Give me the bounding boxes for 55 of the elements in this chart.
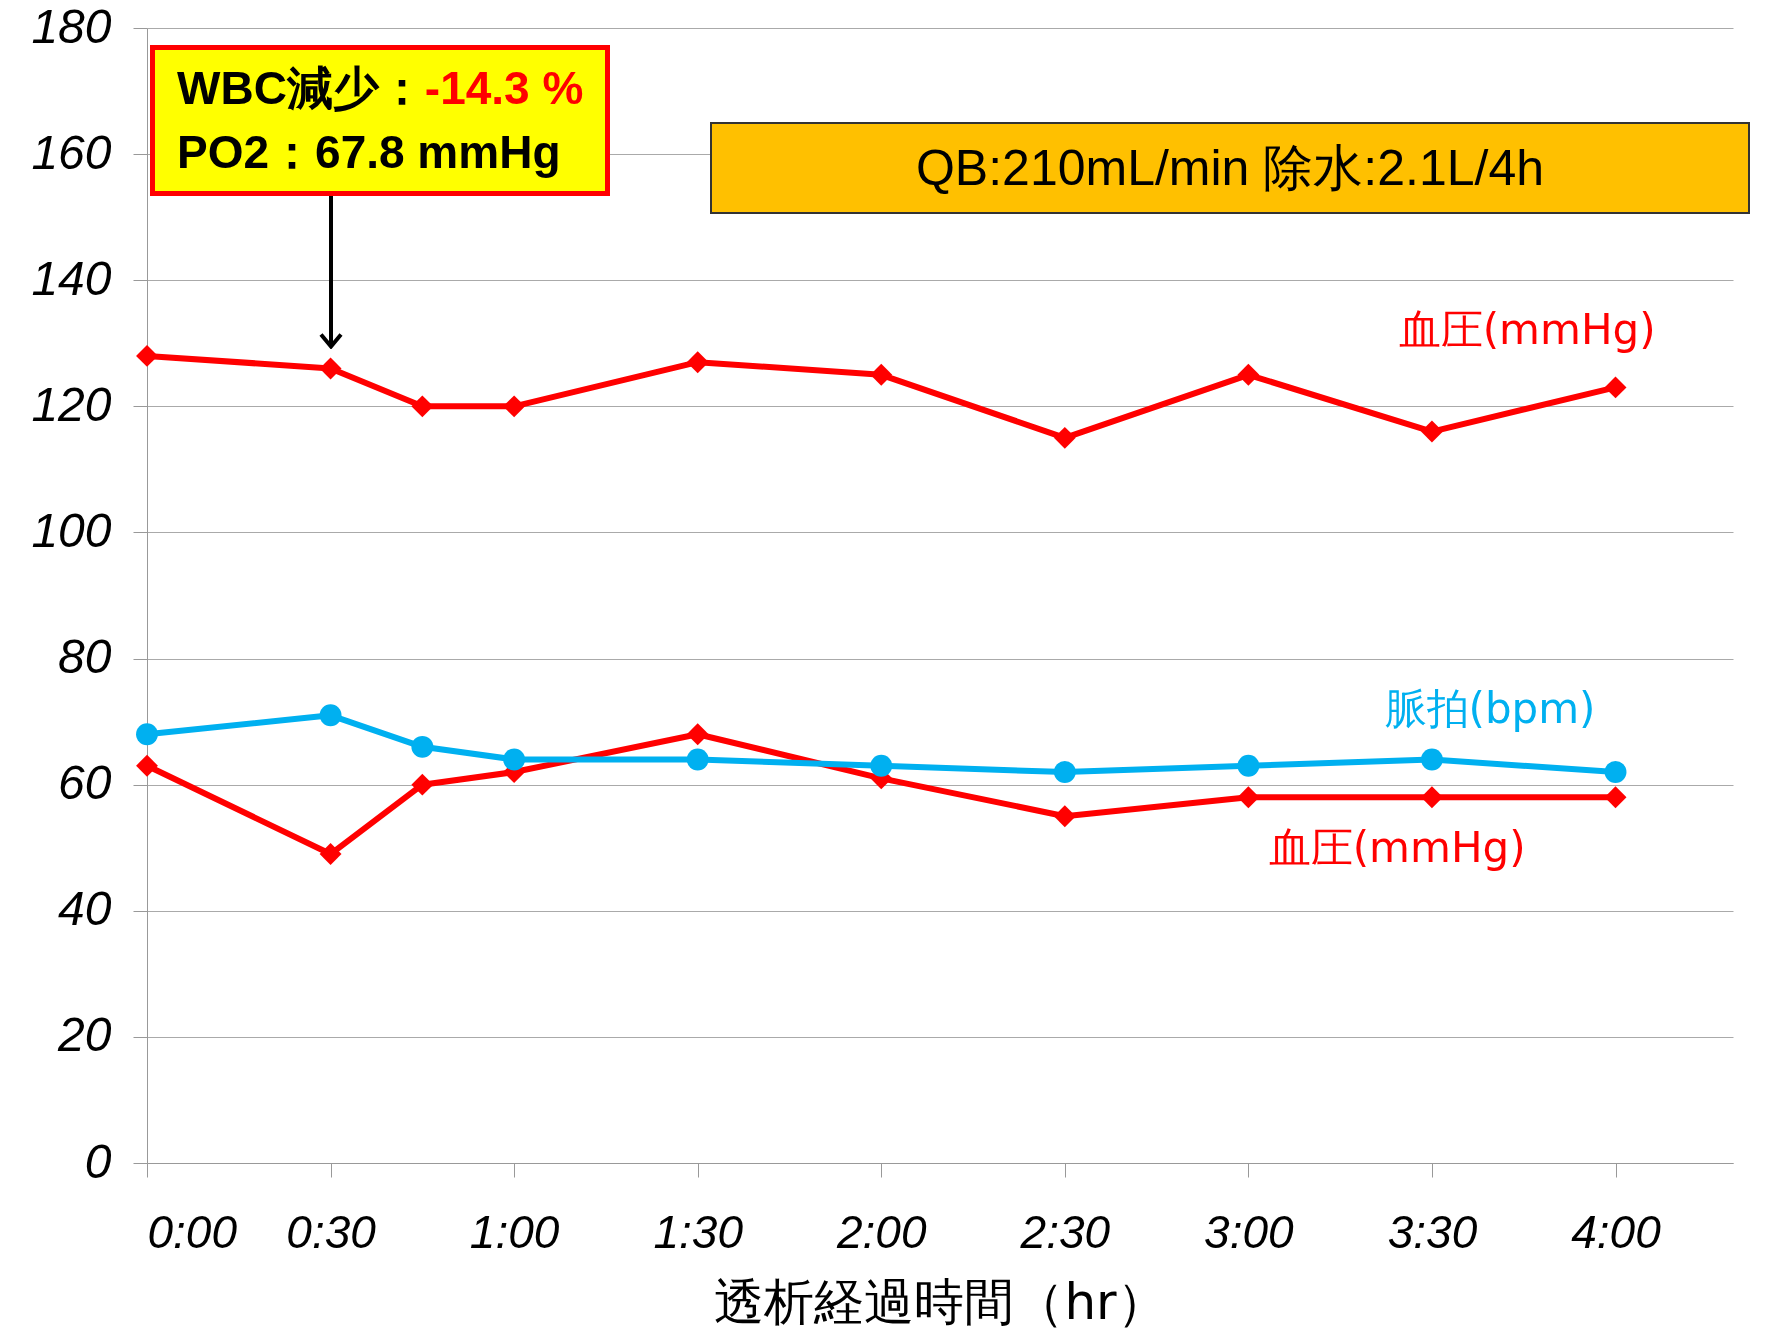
y-tick-label: 0: [84, 1134, 112, 1188]
point: [686, 351, 709, 374]
y-tick-label: 40: [58, 882, 112, 936]
point: [1604, 786, 1627, 809]
point: [411, 773, 434, 796]
y-tick-label: 140: [31, 251, 112, 305]
point: [1053, 761, 1076, 783]
x-tick-label: 3:30: [1387, 1205, 1478, 1258]
point: [1237, 754, 1260, 777]
point: [1237, 363, 1260, 386]
y-tick-label: 60: [58, 756, 112, 810]
point: [686, 723, 709, 746]
annotation: WBC減少：-14.3 %: [177, 61, 584, 116]
point: [1421, 420, 1443, 443]
point: [319, 357, 342, 380]
y-tick-label: 180: [31, 0, 112, 53]
point: [870, 363, 893, 386]
series-label: 血圧(mmHg): [1398, 305, 1656, 355]
point: [870, 754, 893, 777]
y-tick-label: 20: [57, 1008, 112, 1062]
point: [411, 735, 434, 758]
y-tick-label: 80: [58, 630, 112, 684]
point: [1421, 786, 1443, 809]
point: [1053, 426, 1076, 449]
series-label: 脈拍(bpm): [1384, 684, 1596, 734]
x-tick-label: 2:30: [1019, 1205, 1111, 1258]
x-tick-label: 3:00: [1204, 1205, 1295, 1258]
series-label: 血圧(mmHg): [1268, 823, 1526, 873]
point: [136, 754, 158, 777]
point: [1421, 748, 1443, 771]
point: [1237, 786, 1260, 809]
x-tick-label: 0:30: [286, 1205, 377, 1258]
y-tick-label: 120: [31, 377, 112, 431]
point: [319, 704, 342, 727]
note-box: QB:210mL/min 除水:2.1L/4h: [710, 122, 1750, 214]
point: [1053, 805, 1076, 828]
annotation: PO2：67.8 mmHg: [177, 125, 562, 181]
x-tick-label: 0:00: [147, 1205, 238, 1258]
y-tick-label: 100: [31, 503, 112, 557]
x-tick-label: 1:00: [469, 1205, 560, 1258]
x-tick-label: 2:00: [835, 1205, 927, 1258]
point: [411, 395, 434, 418]
note-box: WBC減少：-14.3 % PO2：67.8 mmHg: [150, 45, 611, 196]
x-axis-title: 透析経過時間（hr）: [714, 1272, 1167, 1331]
x-tick-label: 1:30: [653, 1205, 744, 1258]
y-tick-label: 160: [31, 125, 112, 179]
point: [503, 748, 526, 771]
point: [136, 723, 158, 746]
x-tick-label: 4:00: [1571, 1205, 1662, 1258]
point: [503, 395, 526, 418]
point: [319, 843, 342, 865]
point: [686, 748, 709, 771]
point: [136, 344, 158, 367]
point: [1604, 376, 1627, 399]
point: [1604, 761, 1627, 783]
